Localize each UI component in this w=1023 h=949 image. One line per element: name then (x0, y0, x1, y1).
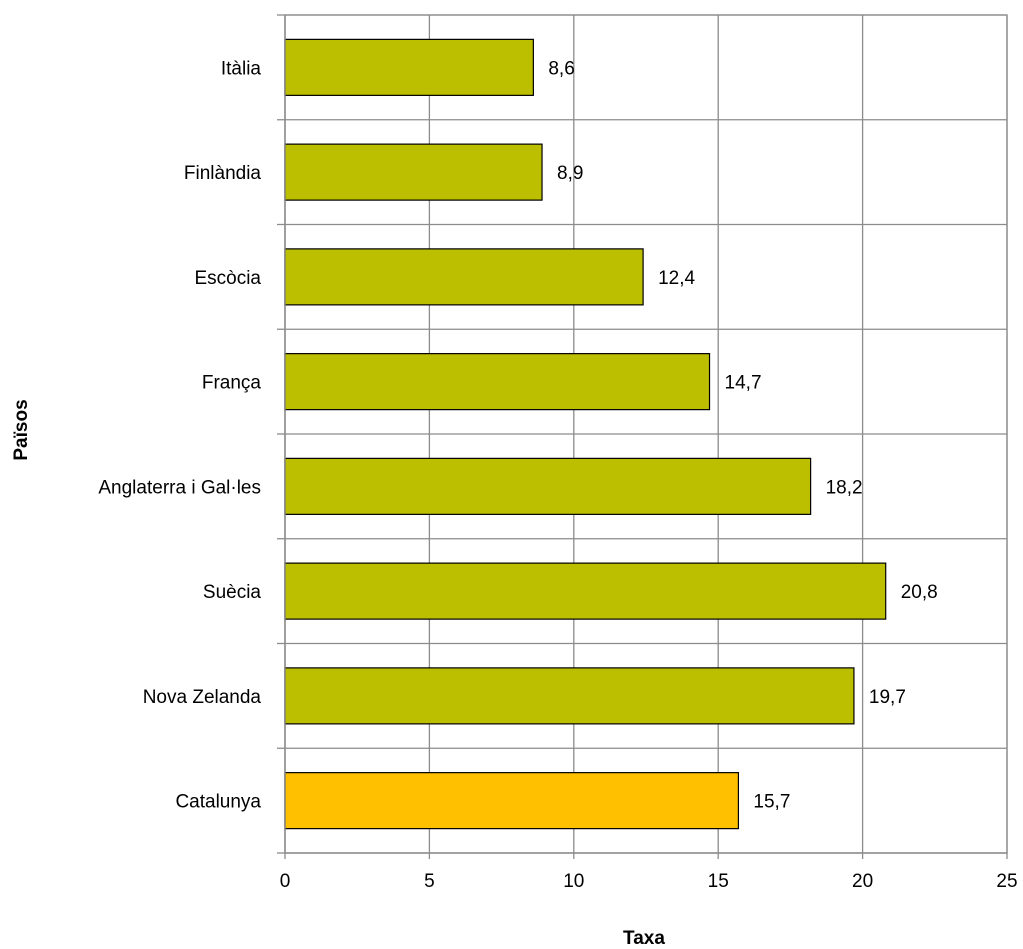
data-label: 14,7 (725, 373, 762, 394)
category-label: Nova Zelanda (143, 687, 262, 708)
data-label: 8,9 (557, 163, 583, 184)
category-label: Catalunya (175, 792, 261, 813)
x-tick-label: 0 (280, 871, 291, 892)
grid-layer (284, 14, 1008, 859)
data-label: 15,7 (753, 792, 790, 813)
x-tick-label: 10 (563, 871, 584, 892)
bar-6 (284, 667, 855, 725)
data-label: 18,2 (826, 477, 863, 498)
label-layer: 0 5 10 15 20 25 Itàlia 8,6 Finlàndia 8,9 Escòcia 12… (98, 58, 1017, 892)
x-axis-title: Taxa (623, 928, 665, 949)
bar-7 (284, 772, 740, 830)
bar-2 (284, 248, 644, 306)
data-label: 12,4 (658, 268, 695, 289)
category-label: França (202, 373, 262, 394)
category-label: Itàlia (221, 58, 262, 79)
bar-3 (284, 353, 711, 411)
x-tick-label: 15 (708, 871, 729, 892)
x-tick-label: 20 (852, 871, 873, 892)
category-label: Suècia (203, 582, 262, 603)
x-tick-label: 5 (424, 871, 435, 892)
bar-5 (284, 562, 887, 620)
x-tick-label: 25 (996, 871, 1017, 892)
category-label: Finlàndia (184, 163, 262, 184)
category-label: Escòcia (194, 268, 261, 289)
bar-layer (284, 38, 887, 830)
bar-1 (284, 143, 543, 201)
bar-4 (284, 457, 812, 515)
category-label: Anglaterra i Gal·les (98, 477, 261, 498)
y-axis-title: Països (11, 399, 32, 460)
data-label: 8,6 (548, 58, 574, 79)
data-label: 20,8 (901, 582, 938, 603)
data-label: 19,7 (869, 687, 906, 708)
axis-layer (277, 14, 1007, 854)
bar-0 (284, 38, 534, 96)
